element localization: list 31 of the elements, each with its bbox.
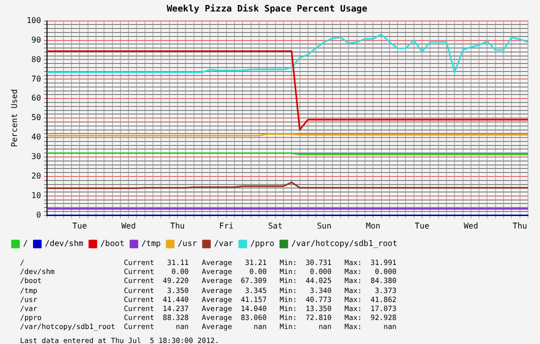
legend-label: /var [214, 239, 234, 248]
y-tick-label: 0 [36, 210, 42, 220]
y-tick-label: 70 [31, 74, 42, 84]
y-tick-label: 100 [26, 16, 42, 25]
y-tick-label: 40 [31, 132, 42, 142]
y-axis-title: Percent Used [10, 89, 19, 147]
y-tick-label: 60 [31, 94, 42, 103]
x-tick-label: Mon [366, 221, 381, 230]
x-tick-label: Tue [414, 221, 430, 230]
x-tick-label: Wed [464, 221, 478, 230]
legend-label: / [23, 239, 28, 248]
x-tick-label: Tue [72, 221, 88, 230]
x-tick-label: Thu [512, 221, 528, 230]
y-tick-label: 90 [31, 35, 42, 44]
legend-label: /boot [100, 239, 125, 248]
x-tick-label: Wed [121, 221, 136, 230]
x-tick-label: Thu [170, 221, 185, 230]
x-tick-label: Sat [268, 221, 283, 230]
x-tick-label: Sun [316, 221, 332, 230]
y-tick-label: 30 [31, 152, 42, 162]
legend-label: /dev/shm [44, 239, 84, 248]
y-tick-label: 50 [31, 113, 42, 122]
legend-label: /var/hotcopy/sdb1_root [291, 239, 398, 248]
x-tick-label: Fri [219, 221, 234, 230]
y-tick-label: 80 [31, 54, 42, 64]
legend-label: /tmp [141, 239, 161, 248]
y-tick-label: 10 [31, 191, 42, 200]
legend-label: /usr [178, 239, 198, 248]
y-tick-label: 20 [31, 172, 42, 181]
chart-title: Weekly Pizza Disk Space Percent Usage [166, 4, 368, 15]
legend-label: /ppro [250, 239, 274, 248]
